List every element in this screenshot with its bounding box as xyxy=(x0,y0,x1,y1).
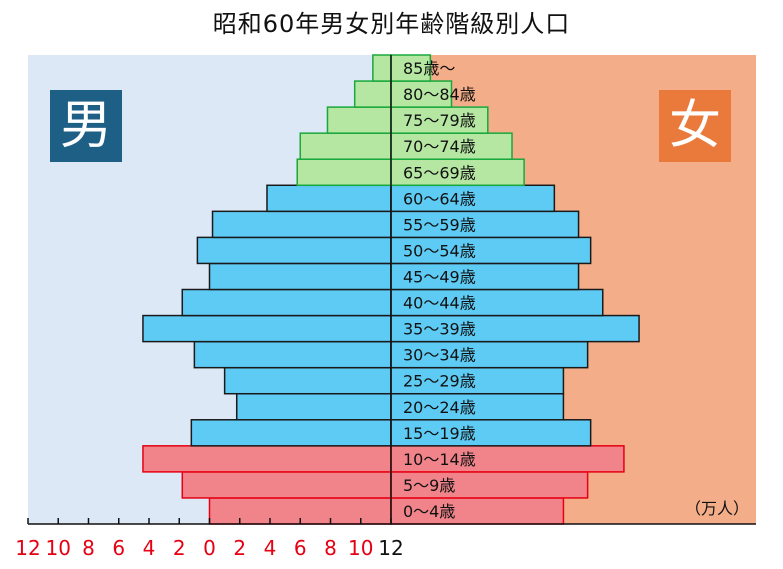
x-tick-label: 6 xyxy=(112,536,125,560)
x-tick-label: 2 xyxy=(233,536,246,560)
x-tick-label: 10 xyxy=(46,536,71,560)
female-bar xyxy=(390,106,489,134)
male-bar xyxy=(142,445,392,473)
female-bar xyxy=(390,184,556,213)
x-tick-label: 12 xyxy=(378,536,403,560)
age-group-label: 5〜9歳 xyxy=(403,476,455,495)
age-group-label: 80〜84歳 xyxy=(403,85,476,104)
age-group-label: 65〜69歳 xyxy=(403,163,476,182)
unit-label: （万人） xyxy=(685,499,750,518)
female-bar xyxy=(390,340,589,369)
female-bar xyxy=(390,445,625,473)
chart-title: 昭和60年男女別年齢階級別人口 xyxy=(212,10,571,38)
male-label-badge: 男 xyxy=(50,90,122,162)
male-bar xyxy=(296,158,392,187)
age-group-label: 15〜19歳 xyxy=(403,424,476,443)
age-group-label: 30〜34歳 xyxy=(403,346,476,365)
male-bar xyxy=(208,262,392,291)
age-group-label: 85歳〜 xyxy=(403,59,455,78)
male-bar xyxy=(211,210,392,239)
male-bar xyxy=(142,314,392,343)
x-tick-label: 12 xyxy=(15,536,40,560)
male-bar xyxy=(235,392,392,421)
female-bar xyxy=(390,288,604,317)
age-group-label: 45〜49歳 xyxy=(403,267,476,286)
x-tick-label: 0 xyxy=(203,536,216,560)
male-bar xyxy=(266,184,392,213)
age-group-label: 75〜79歳 xyxy=(403,111,476,130)
x-tick-label: 10 xyxy=(348,536,373,560)
age-group-label: 0〜4歳 xyxy=(403,502,455,521)
male-bar xyxy=(193,340,392,369)
x-tick-label: 4 xyxy=(143,536,156,560)
age-group-label: 55〜59歳 xyxy=(403,215,476,234)
age-group-label: 10〜14歳 xyxy=(403,450,476,469)
age-group-label: 35〜39歳 xyxy=(403,320,476,339)
male-bar xyxy=(181,471,392,499)
x-tick-label: 4 xyxy=(264,536,277,560)
x-tick-label: 8 xyxy=(324,536,337,560)
male-bar xyxy=(326,106,392,134)
age-group-label: 60〜64歳 xyxy=(403,189,476,208)
female-label-badge: 女 xyxy=(659,90,731,162)
male-bar xyxy=(372,54,392,82)
age-group-label: 25〜29歳 xyxy=(403,372,476,391)
female-bar xyxy=(390,54,432,82)
male-bar xyxy=(223,366,392,395)
male-bar xyxy=(181,288,392,317)
x-tick-label: 2 xyxy=(173,536,186,560)
male-bar xyxy=(196,236,392,265)
female-bar xyxy=(390,80,453,108)
age-group-label: 50〜54歳 xyxy=(403,241,476,260)
female-bar xyxy=(390,236,592,265)
female-bar xyxy=(390,158,525,187)
x-tick-label: 8 xyxy=(82,536,95,560)
x-tick-label: 6 xyxy=(294,536,307,560)
age-group-label: 70〜74歳 xyxy=(403,137,476,156)
age-group-label: 20〜24歳 xyxy=(403,398,476,417)
female-bar xyxy=(390,392,565,421)
male-bar xyxy=(353,80,392,108)
male-bar xyxy=(299,132,392,160)
male-bar xyxy=(190,419,392,447)
age-group-label: 40〜44歳 xyxy=(403,294,476,313)
